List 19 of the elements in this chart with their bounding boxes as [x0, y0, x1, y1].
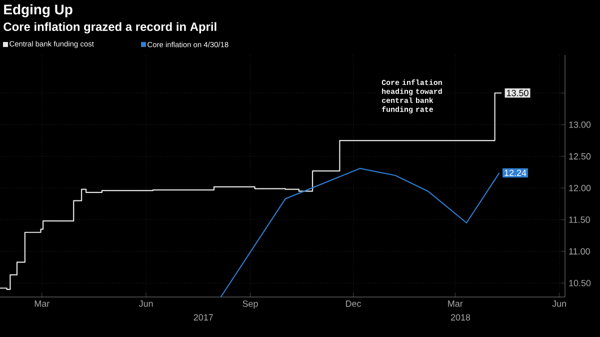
y-tick-label: 11.50	[569, 216, 590, 223]
x-tick-label: Jun	[138, 300, 153, 307]
y-tick-label: 12.50	[569, 153, 591, 160]
y-tick-label: 11.00	[569, 248, 590, 255]
line-series	[220, 168, 500, 298]
data-label: 13.50	[506, 90, 528, 96]
y-tick-label: 12.00	[569, 184, 591, 192]
y-tick-label: 13.00	[569, 122, 591, 128]
data-label: 12.24	[504, 170, 526, 176]
x-tick-label: Dec	[346, 300, 362, 307]
y-tick-label: 10.50	[569, 280, 591, 286]
x-tick-label: Mar	[34, 300, 50, 307]
text: 2017	[194, 314, 213, 321]
x-tick-label: Sep	[242, 300, 258, 309]
chart-title: Edging Up	[4, 4, 72, 18]
x-tick-label: Mar	[448, 300, 463, 307]
chart-subtitle: Core inflation grazed a record in April	[4, 22, 216, 34]
text: 2018	[450, 314, 470, 321]
x-tick-label: Jun	[552, 300, 566, 307]
